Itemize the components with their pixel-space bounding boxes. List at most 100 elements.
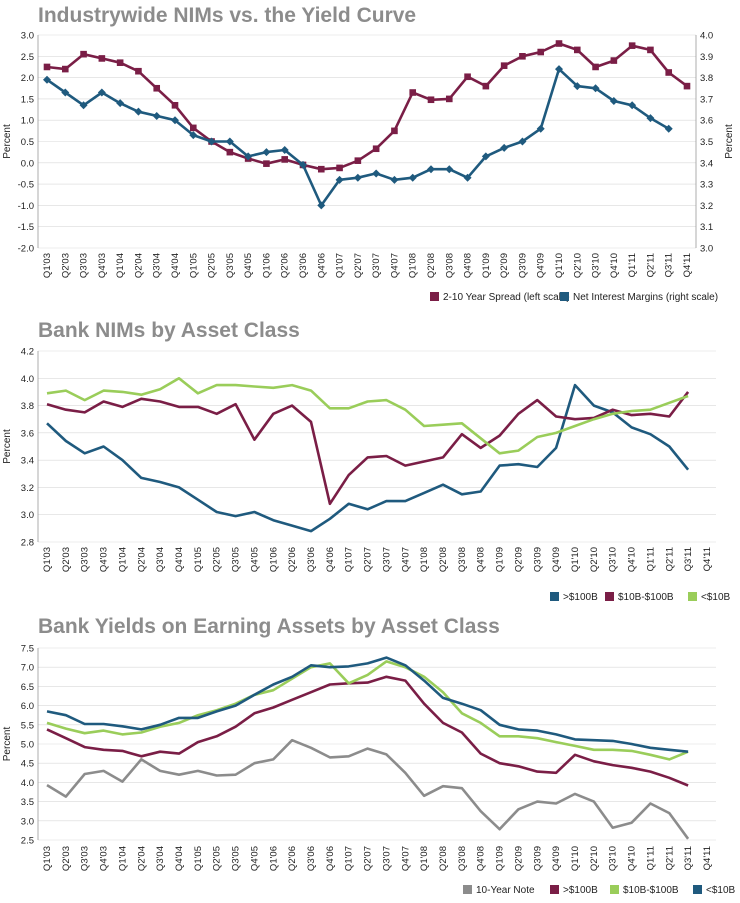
data-point [281,156,289,163]
x-tick-label: Q3'05 [231,547,242,572]
y2-tick-label: 3.4 [700,158,713,169]
legend-swatch [430,292,439,301]
chart-1: Industrywide NIMs vs. the Yield Curve 3.0… [2,4,735,303]
data-point [555,40,563,47]
x-tick-label: Q1'04 [115,253,126,278]
y2-tick-label: 3.8 [700,73,713,84]
data-point [280,146,289,155]
y-tick-label: 3.0 [21,31,34,42]
data-point [225,137,234,146]
x-tick-label: Q3'07 [381,547,392,572]
data-point [537,48,545,56]
legend-swatch [605,592,614,601]
data-point [372,169,381,178]
x-tick-label: Q3'09 [517,253,528,278]
y-tick-label: 2.5 [21,52,34,63]
legend-label: >$100B [563,885,598,896]
x-tick-label: Q4'10 [609,253,620,278]
y-tick-label: 1.0 [21,116,34,127]
series-line [46,675,689,787]
y-axis-label: Percent [2,124,13,159]
x-tick-label: Q1'04 [117,846,128,871]
y-axis-label: Percent [2,727,13,762]
series-line [46,42,688,171]
data-point [664,124,673,133]
x-tick-label: Q2'03 [61,846,72,871]
x-tick-label: Q2'07 [353,253,364,278]
data-point [244,152,253,161]
x-tick-label: Q2'11 [645,253,656,277]
series-line [46,377,689,455]
x-tick-label: Q4'05 [249,547,260,572]
y-tick-label: 1.5 [21,94,34,105]
data-point [43,63,51,71]
x-tick-label: Q3'07 [371,253,382,278]
data-point [336,164,343,172]
data-point [116,59,124,66]
data-point [408,173,417,182]
y-tick-label: 2.0 [21,73,34,84]
x-tick-label: Q4'11 [702,547,713,571]
y-tick-label: 7.0 [21,663,34,674]
x-tick-label: Q1'11 [645,846,656,870]
data-point [555,65,563,74]
x-tick-label: Q2'07 [363,846,374,871]
x-tick-label: Q1'03 [42,253,53,278]
data-point [536,124,545,133]
y-tick-label: 0.5 [21,137,34,148]
x-tick-label: Q3'08 [444,253,455,278]
x-tick-label: Q4'05 [243,253,254,278]
y2-tick-label: 3.6 [700,116,713,127]
x-tick-label: Q1'10 [554,253,565,278]
data-point [628,101,637,110]
x-tick-label: Q2'11 [664,547,675,571]
y-tick-label: 4.2 [21,347,34,358]
x-tick-label: Q3'06 [298,253,309,278]
data-point [609,97,618,106]
chart-title: Bank Yields on Earning Assets by Asset C… [38,615,500,638]
data-point [189,131,198,140]
data-point [573,82,582,91]
x-tick-label: Q2'09 [513,547,524,572]
x-tick-label: Q2'07 [363,547,374,572]
x-tick-label: Q1'05 [193,547,204,572]
x-tick-label: Q4'06 [316,253,327,278]
x-tick-label: Q3'03 [80,846,91,871]
y2-axis-label: Percent [724,124,735,159]
legend-swatch [610,885,619,894]
x-tick-label: Q2'11 [664,846,675,870]
data-point [207,137,216,146]
y-tick-label: 0.0 [21,158,34,169]
data-point [171,116,179,125]
chart-title: Bank NIMs by Asset Class [38,319,300,342]
y-tick-label: 4.0 [21,778,34,789]
x-tick-label: Q2'04 [136,547,147,572]
x-tick-label: Q4'10 [627,547,638,572]
data-point [299,160,307,169]
x-tick-label: Q2'09 [499,253,510,278]
x-tick-label: Q3'11 [683,846,694,870]
data-point [647,46,654,54]
data-point [354,157,362,164]
y2-tick-label: 3.5 [700,137,713,148]
x-tick-label: Q3'03 [79,253,90,278]
series-line [46,738,690,840]
x-tick-label: Q3'08 [457,846,468,871]
x-tick-label: Q3'10 [608,846,619,871]
x-tick-label: Q4'11 [702,846,713,870]
x-tick-label: Q2'05 [212,547,223,572]
y2-tick-label: 3.7 [700,94,713,105]
x-tick-label: Q3'10 [608,547,619,572]
y-tick-label: 3.8 [21,401,34,412]
data-point [683,82,691,90]
x-tick-label: Q1'04 [117,547,128,572]
y-tick-label: 7.5 [21,644,34,655]
x-tick-label: Q2'04 [133,253,144,278]
data-point [152,111,161,120]
data-point [372,145,380,153]
legend-swatch [550,592,559,601]
data-point [153,84,161,92]
x-tick-label: Q2'08 [438,846,449,871]
data-point [482,82,490,90]
